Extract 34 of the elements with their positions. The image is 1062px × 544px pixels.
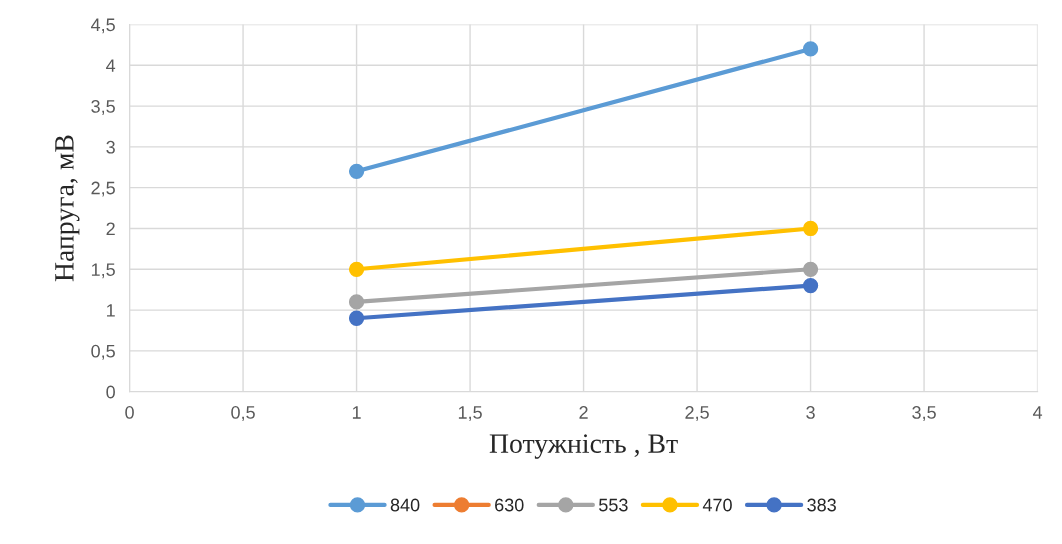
y-tick-label: 1,5 [91,263,115,279]
x-tick-label: 1 [352,406,361,419]
y-tick-label: 4,5 [90,18,115,34]
point [348,310,365,326]
y-tick-label: 1 [107,304,115,317]
x-axis-title: Потужність , Вт [489,434,678,459]
point [802,277,819,294]
point [348,163,365,179]
legend-label: 553 [599,498,628,512]
point [348,261,365,277]
legend-label: 840 [390,498,420,512]
x-tick-label: 3 [806,406,815,419]
x-tick-label: 2,5 [685,406,709,421]
point [802,261,819,277]
y-tick-label: 0,5 [91,344,115,360]
legend-label: 630 [495,498,524,512]
y-tick-label: 0 [106,385,115,399]
x-tick-label: 3,5 [912,406,936,421]
x-tick-label: 1,5 [458,406,482,421]
point [802,41,819,57]
point [348,294,365,310]
y-tick-label: 3 [106,140,115,154]
y-tick-label: 4 [106,59,116,72]
legend-label: 470 [702,498,732,512]
x-tick-label: 0,5 [231,406,255,421]
y-tick-label: 2 [106,222,115,236]
x-tick-label: 0 [125,406,134,419]
x-tick-label: 2 [579,406,588,419]
y-tick-label: 3,5 [91,100,115,115]
y-axis-title: Напруга, мВ [55,135,80,282]
x-tick-label: 4 [1032,406,1043,419]
y-tick-label: 2,5 [91,181,115,197]
legend-label: 383 [807,498,836,512]
point [802,220,819,237]
